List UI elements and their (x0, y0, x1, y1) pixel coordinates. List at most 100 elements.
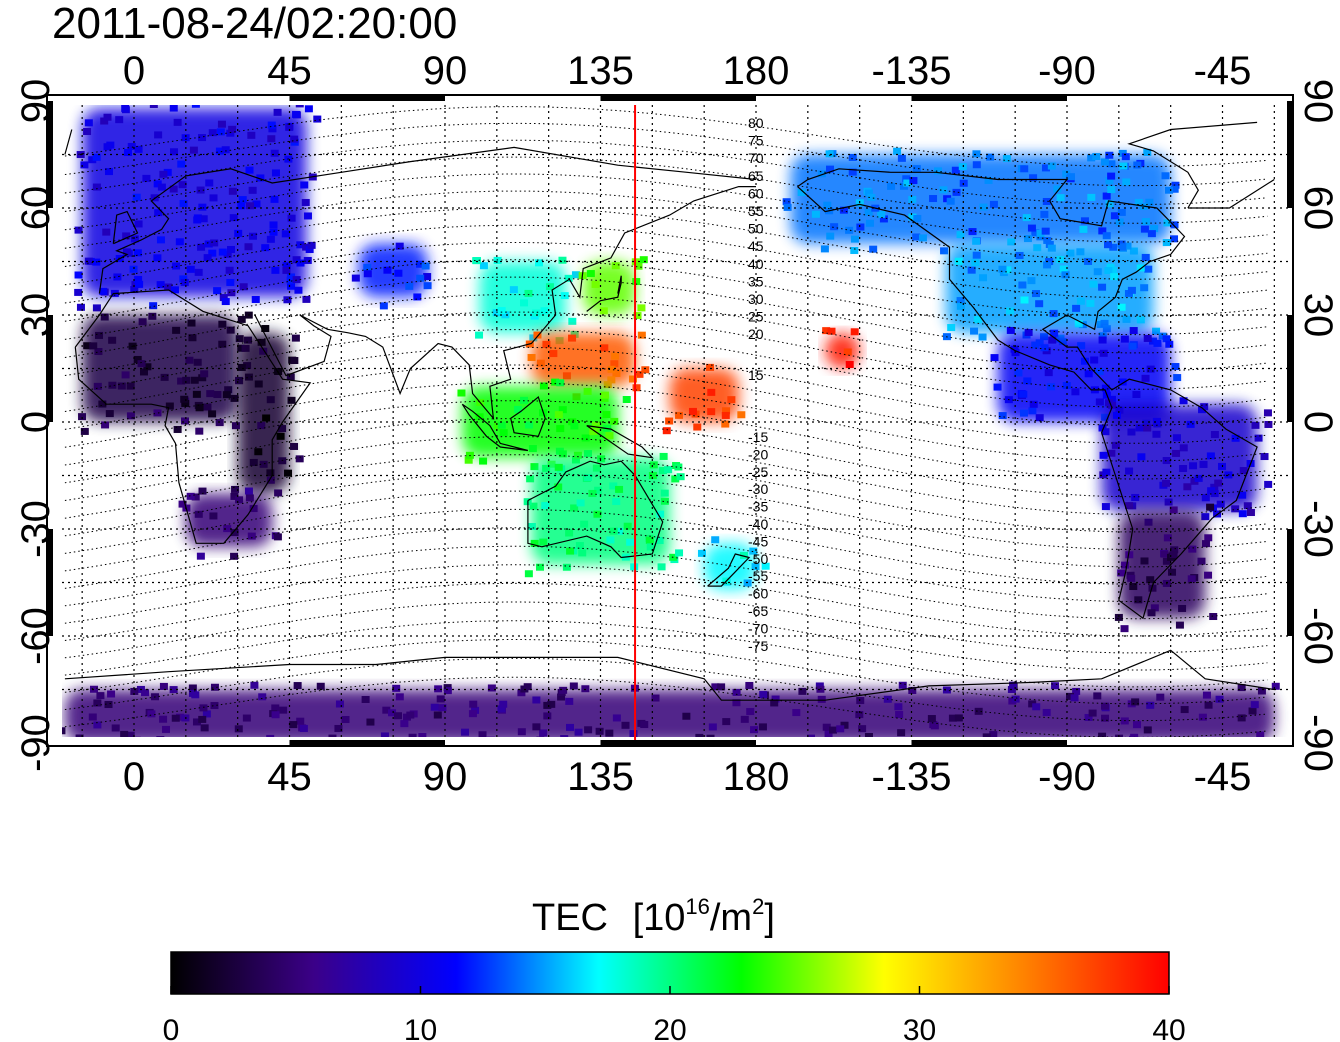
tec-pixel (138, 318, 147, 326)
tec-pixel (1172, 434, 1181, 442)
tec-pixel (908, 686, 917, 694)
tec-pixel (237, 202, 246, 210)
tec-pixel (148, 312, 157, 320)
contour-label: 60 (748, 185, 764, 201)
tec-pixel (127, 142, 136, 150)
tec-pixel (1095, 398, 1104, 406)
tec-pixel (827, 327, 836, 335)
tec-pixel (200, 724, 209, 732)
frame-tick-bar (1287, 529, 1293, 636)
tec-pixel (133, 355, 142, 363)
tec-pixel (177, 377, 186, 385)
tec-pixel (732, 688, 741, 696)
tec-pixel (1118, 378, 1127, 386)
tec-pixel (1194, 474, 1203, 482)
tec-pixel (245, 202, 254, 210)
tec-pixel (529, 502, 538, 510)
tec-pixel (558, 256, 567, 264)
tec-pixel (554, 483, 563, 491)
contour-label: 40 (748, 256, 764, 272)
tec-pixel (525, 421, 534, 429)
tec-pixel (287, 214, 296, 222)
tec-pixel (274, 489, 283, 497)
tec-pixel (740, 715, 749, 723)
tec-pixel (658, 748, 666, 755)
tec-pixel (1179, 444, 1188, 452)
tec-pixel (287, 282, 296, 290)
tec-pixel (1018, 281, 1027, 289)
tec-pixel (877, 210, 886, 218)
tec-pixel (1137, 453, 1146, 461)
tec-pixel (257, 338, 266, 346)
tec-pixel (532, 723, 541, 731)
contour-line (64, 582, 1268, 654)
tec-pixel (1099, 451, 1108, 459)
colorbar-unit-close: ] (764, 897, 775, 939)
tec-pixel (1238, 510, 1247, 518)
tec-pixel (200, 370, 209, 378)
tec-pixel (722, 718, 731, 726)
colorbar-unit-prefix: [10 (633, 897, 686, 939)
tec-pixel (615, 485, 624, 493)
tec-pixel (1040, 344, 1049, 352)
tec-pixel (792, 709, 801, 717)
tec-pixel (660, 497, 669, 505)
tec-pixel (252, 200, 261, 208)
tec-pixel (887, 182, 896, 190)
tec-pixel (1029, 400, 1038, 408)
contour-label: 50 (748, 221, 764, 237)
tec-pixel (1170, 221, 1179, 229)
tec-pixel (199, 704, 208, 712)
tec-pixel (92, 153, 101, 161)
tec-pixel (606, 536, 615, 544)
tec-pixel (1101, 384, 1110, 392)
tec-pixel (657, 563, 666, 571)
tec-pixel (223, 525, 232, 533)
tec-pixel (423, 273, 432, 281)
tec-pixel (181, 399, 190, 407)
tec-pixel (603, 381, 612, 389)
tec-pixel (198, 715, 207, 723)
tec-pixel (1077, 342, 1086, 350)
tec-pixel (307, 241, 316, 249)
tec-pixel (392, 684, 401, 692)
tec-pixel (664, 466, 673, 474)
tec-pixel (656, 510, 665, 518)
tec-pixel (225, 266, 234, 274)
tec-pixel (115, 116, 124, 124)
tec-pixel (227, 289, 236, 297)
tec-pixel (101, 421, 110, 429)
tec-pixel (130, 285, 139, 293)
tec-pixel (122, 248, 131, 256)
tec-pixel (1209, 613, 1218, 621)
contour-line (64, 400, 1268, 480)
tec-pixel (1006, 326, 1015, 334)
tec-pixel (234, 229, 243, 237)
tec-pixel (543, 712, 552, 720)
tec-region (942, 237, 1167, 346)
tec-pixel (1006, 307, 1015, 315)
tec-pixel (739, 551, 748, 559)
tec-pixel (1120, 625, 1129, 633)
tec-pixel (262, 414, 271, 422)
tec-pixel (188, 684, 197, 692)
tec-pixel (257, 422, 266, 430)
tec-pixel (1098, 227, 1107, 235)
tec-pixel (611, 352, 620, 360)
tec-pixel (1172, 449, 1181, 457)
tec-pixel (1047, 383, 1056, 391)
tec-pixel (1101, 428, 1110, 436)
tec-pixel (291, 334, 300, 342)
tec-pixel (855, 711, 864, 719)
tec-pixel (848, 153, 857, 161)
tec-pixel (335, 700, 344, 708)
coastline-segment (254, 186, 756, 421)
contour-label: -30 (748, 481, 768, 497)
tec-pixel (934, 167, 943, 175)
tec-pixel (697, 549, 706, 557)
tec-pixel (259, 347, 268, 355)
lon-tick-label: -135 (871, 49, 951, 93)
colorbar-tick-label: 10 (404, 1014, 437, 1042)
tec-pixel (1102, 325, 1111, 333)
tec-pixel (149, 302, 158, 310)
